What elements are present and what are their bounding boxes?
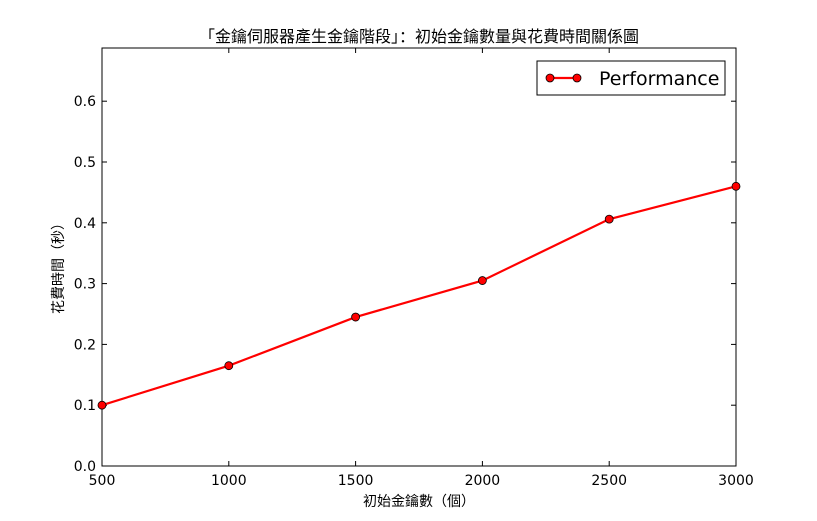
y-tick-label: 0.6 [74, 94, 96, 110]
data-point [224, 361, 234, 371]
x-tick-label: 2000 [465, 473, 501, 489]
chart-title: 「金鑰伺服器產生金鑰階段」：初始金鑰數量與花費時間關係圖 [199, 27, 639, 46]
y-tick-label: 0.5 [74, 155, 96, 171]
y-tick-label: 0.0 [74, 459, 96, 475]
y-axis-label: 花費時間（秒） [51, 216, 67, 314]
axes-frame [101, 47, 737, 467]
y-tick-label: 0.1 [74, 398, 96, 414]
x-tick-label: 3000 [718, 473, 754, 489]
data-point [97, 400, 107, 410]
y-tick-label: 0.2 [74, 337, 96, 353]
series-line [101, 185, 737, 407]
plot-area: 500 1000 1500 2000 2500 3000 0.0 0.1 0.2 0.3 0.4 0.… [74, 47, 754, 489]
x-tick-label: 1000 [211, 473, 247, 489]
y-tick-label: 0.4 [74, 216, 96, 232]
legend-marker [572, 73, 582, 83]
data-point [351, 312, 361, 322]
x-tick-label: 1500 [338, 473, 374, 489]
legend-marker [545, 73, 555, 83]
x-tick-label: 500 [89, 473, 116, 489]
x-tick-label: 2500 [591, 473, 627, 489]
y-tick-label: 0.3 [74, 277, 96, 293]
x-axis-label: 初始金鑰數（個） [363, 493, 475, 510]
data-point [604, 214, 614, 224]
legend-label: Performance [599, 68, 719, 90]
data-point [731, 181, 741, 191]
data-point [477, 276, 487, 285]
